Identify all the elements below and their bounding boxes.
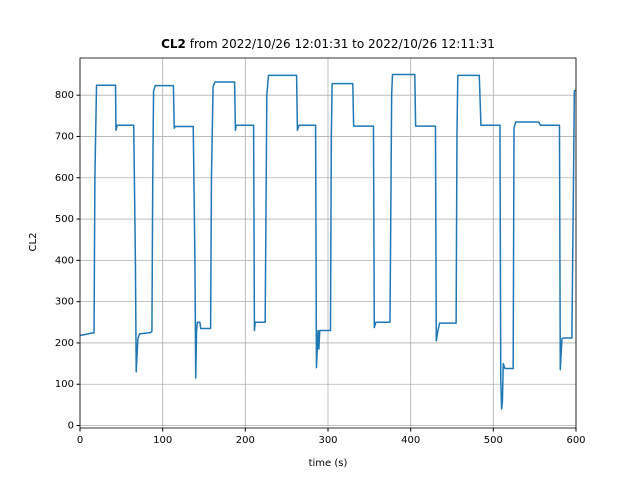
data-line	[79, 73, 577, 410]
y-axis-label: CL2	[28, 233, 39, 252]
x-tick-label: 100	[153, 435, 172, 446]
x-tick-label: 0	[77, 435, 83, 446]
y-tick-label: 400	[55, 255, 74, 266]
title-bold: CL2	[161, 37, 186, 51]
axes-frame	[79, 57, 577, 429]
x-axis-label: time (s)	[309, 458, 348, 469]
x-tick-label: 300	[318, 435, 337, 446]
y-tick-label: 300	[55, 297, 74, 308]
chart-title: CL2 from 2022/10/26 12:01:31 to 2022/10/…	[161, 37, 495, 51]
x-tick-label: 200	[236, 435, 255, 446]
y-tick-label: 100	[55, 379, 74, 390]
x-tick-label: 600	[566, 435, 585, 446]
title-rest: from 2022/10/26 12:01:31 to 2022/10/26 1…	[190, 37, 495, 51]
x-tick-label: 500	[484, 435, 503, 446]
y-tick-label: 200	[55, 338, 74, 349]
y-tick-label: 800	[55, 90, 74, 101]
y-tick-label: 500	[55, 214, 74, 225]
y-tick-label: 700	[55, 131, 74, 142]
y-tick-label: 0	[68, 421, 74, 432]
x-tick-label: 400	[401, 435, 420, 446]
y-tick-label: 600	[55, 173, 74, 184]
